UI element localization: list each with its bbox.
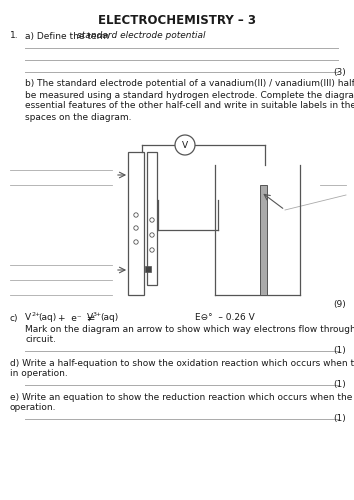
Bar (145, 266, 151, 272)
Text: V: V (25, 314, 31, 322)
Text: (1): (1) (333, 414, 346, 424)
Text: V: V (87, 314, 93, 322)
Text: d) Write a half-equation to show the oxidation reaction which occurs when the ce: d) Write a half-equation to show the oxi… (10, 358, 354, 368)
Text: e) Write an equation to show the reduction reaction which occurs when the cell i: e) Write an equation to show the reducti… (10, 392, 354, 402)
Text: in operation.: in operation. (10, 370, 68, 378)
Text: (aq): (aq) (38, 314, 56, 322)
Text: (9): (9) (333, 300, 346, 310)
Text: be measured using a standard hydrogen electrode. Complete the diagram to show th: be measured using a standard hydrogen el… (25, 90, 354, 100)
Text: (aq): (aq) (100, 314, 118, 322)
Bar (128, 152, 144, 295)
Text: b) The standard electrode potential of a vanadium(II) / vanadium(III) half-cell : b) The standard electrode potential of a… (25, 80, 354, 88)
Text: (1): (1) (333, 346, 346, 356)
Text: V: V (182, 140, 188, 149)
Text: ELECTROCHEMISTRY – 3: ELECTROCHEMISTRY – 3 (98, 14, 256, 26)
Text: Mark on the diagram an arrow to show which way electrons flow through the extern: Mark on the diagram an arrow to show whi… (25, 324, 354, 334)
Text: standard electrode potential: standard electrode potential (77, 32, 206, 40)
Text: operation.: operation. (10, 404, 57, 412)
Text: 2+: 2+ (31, 312, 40, 318)
Text: c): c) (10, 314, 18, 322)
Bar (260, 185, 267, 295)
Bar (147, 152, 157, 285)
Text: 1.: 1. (10, 32, 19, 40)
Text: a) Define the term: a) Define the term (25, 32, 112, 40)
Text: E⊖°  – 0.26 V: E⊖° – 0.26 V (195, 314, 255, 322)
Text: (1): (1) (333, 380, 346, 390)
Text: spaces on the diagram.: spaces on the diagram. (25, 112, 131, 122)
Text: +  e⁻  ⇌: + e⁻ ⇌ (58, 314, 95, 322)
Circle shape (175, 135, 195, 155)
Text: 3+: 3+ (93, 312, 102, 318)
Text: (3): (3) (333, 68, 346, 76)
Text: circuit.: circuit. (25, 336, 56, 344)
Text: essential features of the other half-cell and write in suitable labels in the bl: essential features of the other half-cel… (25, 102, 354, 110)
